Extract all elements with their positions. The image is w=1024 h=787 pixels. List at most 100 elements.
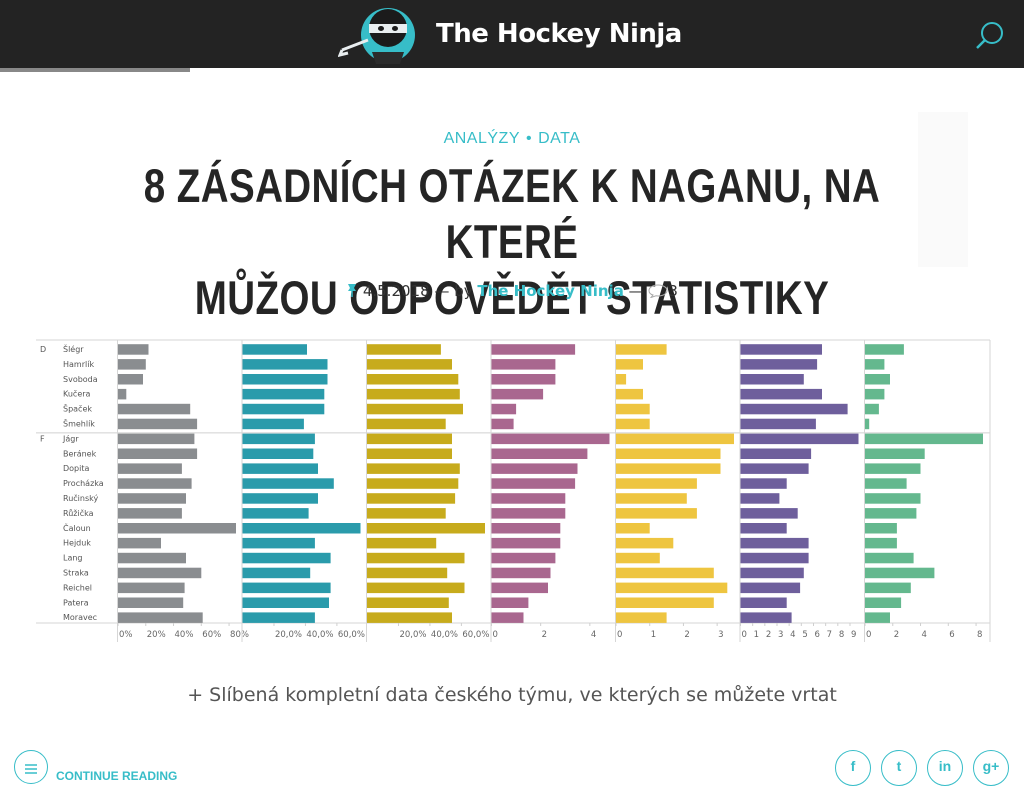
- player-label: Dopita: [63, 464, 89, 473]
- bar: [118, 359, 146, 370]
- bar: [740, 552, 809, 564]
- bar: [616, 537, 674, 549]
- player-label: Hejduk: [63, 539, 91, 548]
- by-label: by: [454, 282, 473, 300]
- bar: [242, 552, 331, 564]
- category-link-data[interactable]: DATA: [538, 130, 581, 147]
- bar: [740, 582, 801, 594]
- bar: [865, 597, 902, 608]
- bar: [616, 433, 734, 445]
- bar: [118, 567, 202, 579]
- player-label: Ručinský: [63, 493, 98, 503]
- group-label: F: [40, 434, 45, 443]
- bar: [367, 508, 446, 519]
- bar: [242, 433, 315, 445]
- tick-label: 40,0%: [306, 630, 333, 640]
- bar: [491, 508, 566, 519]
- bar: [616, 448, 721, 459]
- tick-label: 0: [493, 630, 498, 640]
- bar: [367, 478, 459, 489]
- player-label: Straka: [63, 569, 89, 578]
- tick-label: 1: [651, 630, 656, 640]
- author-link[interactable]: The Hockey Ninja: [477, 282, 624, 300]
- bar: [616, 463, 721, 474]
- bar: [118, 523, 236, 534]
- bar: [865, 433, 983, 445]
- tick-label: 0: [866, 630, 871, 640]
- share-twitter-button[interactable]: t: [881, 750, 917, 786]
- share-googleplus-button[interactable]: g+: [973, 750, 1009, 786]
- group-label: D: [40, 345, 46, 354]
- tick-label: 6: [949, 630, 954, 640]
- bar: [740, 612, 792, 623]
- bar: [491, 418, 514, 430]
- bar: [865, 508, 917, 519]
- bar: [242, 478, 334, 489]
- bar: [367, 597, 449, 608]
- bar: [616, 344, 667, 355]
- category-link-analyzy[interactable]: ANALÝZY: [443, 130, 520, 147]
- bar: [118, 478, 192, 489]
- hockey-ninja-mascot-icon: [338, 8, 415, 64]
- meta-dash: —: [628, 282, 644, 300]
- tick-label: 60%: [202, 630, 221, 640]
- bar: [242, 463, 318, 474]
- bar: [491, 597, 529, 608]
- comment-icon[interactable]: [648, 284, 668, 299]
- bar: [118, 418, 198, 430]
- bar: [367, 582, 465, 594]
- bar: [865, 374, 890, 385]
- bar: [491, 403, 517, 415]
- tick-label: 4: [591, 630, 596, 640]
- search-button[interactable]: [974, 20, 1006, 52]
- bar: [118, 448, 198, 459]
- bar: [491, 463, 578, 474]
- bar: [118, 612, 203, 623]
- tick-label: 8: [977, 630, 982, 640]
- bar: [367, 374, 459, 385]
- tick-label: 2: [542, 630, 547, 640]
- bar: [865, 359, 885, 370]
- tick-label: 0: [742, 630, 747, 640]
- bar: [616, 523, 650, 534]
- comment-count[interactable]: 3: [668, 282, 678, 300]
- post-meta: 4.5.2018 — by The Hockey Ninja — 3: [0, 282, 1024, 300]
- share-facebook-button[interactable]: f: [835, 750, 871, 786]
- continue-reading-link[interactable]: CONTINUE READING: [14, 750, 177, 784]
- bar: [242, 344, 307, 355]
- twitter-icon: t: [896, 758, 902, 774]
- player-label: Reichel: [63, 583, 92, 592]
- tick-label: 0%: [119, 630, 133, 640]
- tick-label: 4: [922, 630, 927, 640]
- image-caption: + Slíbená kompletní data českého týmu, v…: [187, 684, 837, 706]
- bar: [865, 478, 907, 489]
- site-logo-link[interactable]: The Hockey Ninja: [338, 0, 682, 68]
- bar: [491, 552, 556, 564]
- bar: [367, 463, 460, 474]
- bar: [367, 552, 465, 564]
- bar: [865, 403, 879, 415]
- bar: [616, 493, 687, 504]
- bar: [616, 359, 643, 370]
- tick-label: 20,0%: [275, 630, 302, 640]
- bar: [491, 612, 524, 623]
- player-label: Jágr: [62, 434, 79, 443]
- bar: [242, 403, 325, 415]
- tick-label: 40,0%: [431, 630, 458, 640]
- image-strip: [0, 68, 190, 72]
- bar: [491, 478, 576, 489]
- bar: [491, 523, 561, 534]
- linkedin-icon: in: [938, 758, 952, 774]
- article-title-line-1: 8 ZÁSADNÍCH OTÁZEK K NAGANU, NA KTERÉ: [143, 159, 881, 268]
- bar: [865, 493, 921, 504]
- bar: [740, 344, 822, 355]
- player-label: Patera: [63, 598, 89, 607]
- player-label: Moravec: [63, 613, 97, 622]
- bar: [242, 612, 315, 623]
- tick-label: 2: [894, 630, 899, 640]
- bar: [242, 493, 318, 504]
- bar: [367, 344, 441, 355]
- share-linkedin-button[interactable]: in: [927, 750, 963, 786]
- bar: [865, 552, 914, 564]
- player-label: Beránek: [63, 449, 97, 458]
